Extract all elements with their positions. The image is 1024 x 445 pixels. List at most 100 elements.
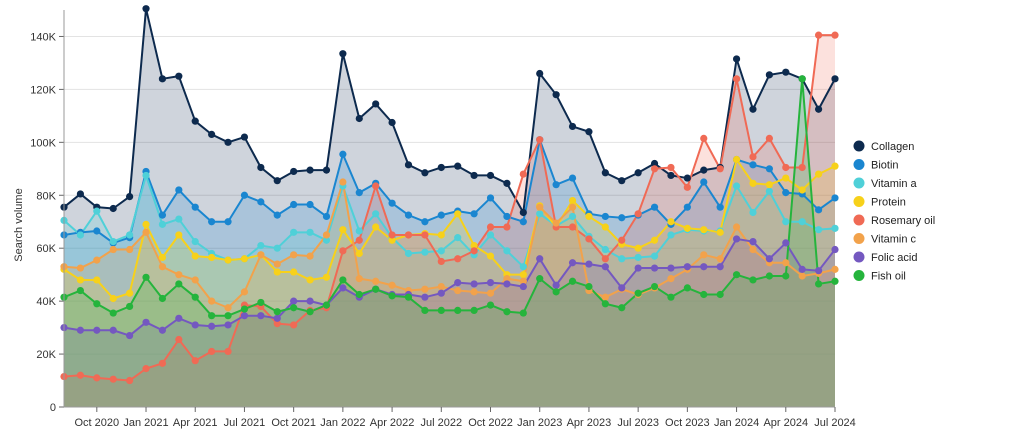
data-point-vitamin-a[interactable]	[765, 187, 773, 195]
data-point-biotin[interactable]	[519, 218, 527, 226]
data-point-folic-acid[interactable]	[290, 297, 298, 305]
data-point-folic-acid[interactable]	[765, 255, 773, 263]
data-point-vitamin-c[interactable]	[667, 275, 675, 283]
data-point-biotin[interactable]	[421, 218, 429, 226]
data-point-fish-oil[interactable]	[322, 301, 331, 309]
data-point-rosemary-oil[interactable]	[109, 375, 117, 383]
data-point-rosemary-oil[interactable]	[158, 359, 167, 367]
data-point-folic-acid[interactable]	[486, 279, 495, 287]
data-point-vitamin-a[interactable]	[404, 249, 413, 258]
legend-item-folic-acid[interactable]: Folic acid	[853, 251, 918, 265]
data-point-biotin[interactable]	[782, 189, 790, 197]
data-point-fish-oil[interactable]	[486, 301, 495, 309]
data-point-folic-acid[interactable]	[536, 255, 544, 263]
data-point-vitamin-a[interactable]	[322, 236, 331, 244]
data-point-vitamin-a[interactable]	[306, 228, 314, 236]
data-point-folic-acid[interactable]	[208, 322, 216, 330]
data-point-folic-acid[interactable]	[109, 326, 117, 334]
data-point-rosemary-oil[interactable]	[191, 357, 199, 365]
data-point-collagen[interactable]	[76, 190, 85, 198]
data-point-vitamin-c[interactable]	[798, 272, 806, 280]
data-point-biotin[interactable]	[618, 214, 626, 222]
data-point-vitamin-a[interactable]	[568, 212, 577, 221]
data-point-protein[interactable]	[273, 268, 281, 276]
data-point-vitamin-c[interactable]	[437, 282, 445, 291]
data-point-biotin[interactable]	[765, 165, 773, 173]
data-point-protein[interactable]	[355, 249, 363, 258]
data-point-protein[interactable]	[716, 228, 724, 236]
data-point-protein[interactable]	[831, 162, 839, 170]
data-point-rosemary-oil[interactable]	[601, 255, 609, 263]
data-point-collagen[interactable]	[158, 75, 167, 83]
data-point-vitamin-c[interactable]	[519, 277, 527, 285]
data-point-vitamin-a[interactable]	[290, 228, 298, 236]
data-point-protein[interactable]	[667, 218, 675, 226]
data-point-vitamin-a[interactable]	[126, 231, 134, 239]
data-point-collagen[interactable]	[142, 5, 150, 13]
data-point-vitamin-c[interactable]	[355, 275, 363, 283]
data-point-folic-acid[interactable]	[175, 314, 183, 322]
data-point-vitamin-c[interactable]	[486, 289, 495, 297]
data-point-collagen[interactable]	[175, 72, 183, 80]
data-point-vitamin-c[interactable]	[224, 304, 232, 312]
data-point-biotin[interactable]	[552, 181, 560, 189]
data-point-rosemary-oil[interactable]	[667, 163, 675, 172]
data-point-vitamin-a[interactable]	[601, 245, 609, 254]
data-point-rosemary-oil[interactable]	[388, 231, 396, 239]
data-point-collagen[interactable]	[536, 69, 544, 78]
data-point-fish-oil[interactable]	[421, 306, 429, 314]
data-point-protein[interactable]	[306, 276, 314, 284]
data-point-folic-acid[interactable]	[257, 312, 265, 320]
data-point-collagen[interactable]	[388, 118, 396, 127]
data-point-protein[interactable]	[76, 276, 85, 284]
data-point-fish-oil[interactable]	[470, 306, 478, 314]
data-point-rosemary-oil[interactable]	[782, 163, 790, 172]
data-point-biotin[interactable]	[683, 203, 691, 211]
data-point-vitamin-c[interactable]	[76, 264, 85, 272]
data-point-biotin[interactable]	[700, 178, 708, 186]
data-point-collagen[interactable]	[831, 75, 839, 83]
data-point-collagen[interactable]	[650, 159, 659, 168]
data-point-vitamin-a[interactable]	[486, 231, 495, 239]
data-point-collagen[interactable]	[486, 171, 495, 180]
data-point-vitamin-c[interactable]	[191, 276, 199, 284]
data-point-fish-oil[interactable]	[700, 290, 708, 299]
data-point-biotin[interactable]	[568, 174, 577, 182]
data-point-fish-oil[interactable]	[634, 289, 642, 297]
data-point-fish-oil[interactable]	[765, 272, 773, 280]
data-point-folic-acid[interactable]	[421, 293, 429, 301]
data-point-biotin[interactable]	[404, 211, 413, 219]
data-point-folic-acid[interactable]	[240, 312, 249, 320]
data-point-collagen[interactable]	[126, 192, 134, 201]
data-point-protein[interactable]	[782, 174, 790, 182]
data-point-vitamin-a[interactable]	[372, 210, 380, 218]
data-point-collagen[interactable]	[273, 177, 281, 185]
data-point-folic-acid[interactable]	[568, 259, 577, 267]
data-point-vitamin-a[interactable]	[519, 263, 527, 271]
data-point-rosemary-oil[interactable]	[831, 31, 839, 39]
data-point-vitamin-a[interactable]	[732, 182, 741, 190]
data-point-rosemary-oil[interactable]	[519, 170, 527, 178]
data-point-rosemary-oil[interactable]	[175, 335, 183, 344]
data-point-protein[interactable]	[634, 244, 642, 252]
data-point-vitamin-c[interactable]	[421, 285, 429, 293]
data-point-vitamin-a[interactable]	[814, 226, 823, 234]
data-point-folic-acid[interactable]	[798, 265, 806, 273]
data-point-fish-oil[interactable]	[76, 286, 85, 295]
data-point-rosemary-oil[interactable]	[208, 347, 216, 356]
data-point-collagen[interactable]	[634, 169, 642, 177]
data-point-rosemary-oil[interactable]	[634, 210, 642, 218]
data-point-folic-acid[interactable]	[782, 239, 790, 247]
data-point-fish-oil[interactable]	[454, 306, 462, 314]
data-point-fish-oil[interactable]	[372, 285, 380, 293]
data-point-protein[interactable]	[175, 231, 183, 239]
data-point-vitamin-a[interactable]	[437, 247, 445, 255]
data-point-vitamin-a[interactable]	[454, 234, 462, 242]
data-point-folic-acid[interactable]	[634, 264, 642, 272]
data-point-vitamin-c[interactable]	[716, 255, 724, 263]
data-point-folic-acid[interactable]	[749, 237, 757, 246]
data-point-folic-acid[interactable]	[552, 281, 560, 289]
legend-item-protein[interactable]: Protein	[853, 196, 906, 209]
data-point-fish-oil[interactable]	[158, 294, 167, 303]
data-point-folic-acid[interactable]	[93, 326, 101, 334]
